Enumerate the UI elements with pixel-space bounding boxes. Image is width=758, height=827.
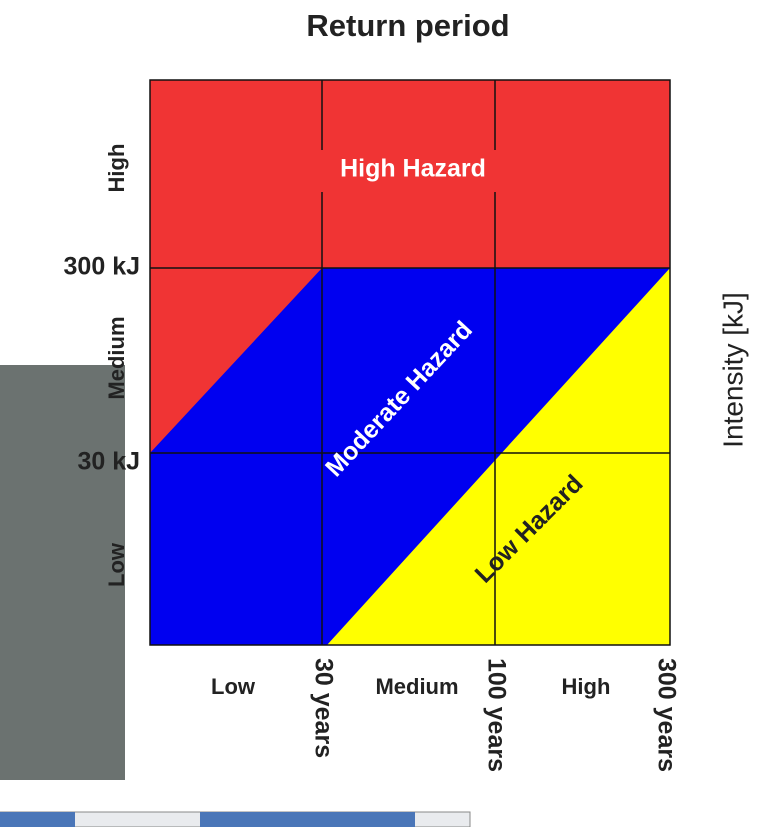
- hazard-diagram: Return period High Hazard Moderate Hazar…: [0, 0, 758, 827]
- y-threshold: 30 kJ: [77, 448, 140, 476]
- x-threshold: 100 years: [482, 658, 510, 772]
- y-axis-title: Intensity [kJ]: [717, 292, 748, 448]
- x-threshold: 300 years: [652, 658, 680, 772]
- y-class: High: [104, 144, 129, 193]
- zone-label: High Hazard: [340, 155, 486, 183]
- title: Return period: [306, 8, 509, 43]
- y-class: Low: [104, 542, 129, 587]
- x-class: Medium: [375, 674, 458, 699]
- x-class: High: [562, 674, 611, 699]
- toolbar-block: [0, 812, 75, 827]
- y-threshold: 300 kJ: [64, 253, 140, 281]
- y-class: Medium: [104, 316, 129, 399]
- toolbar-block: [200, 812, 415, 827]
- x-threshold: 30 years: [309, 658, 337, 758]
- x-class: Low: [211, 674, 256, 699]
